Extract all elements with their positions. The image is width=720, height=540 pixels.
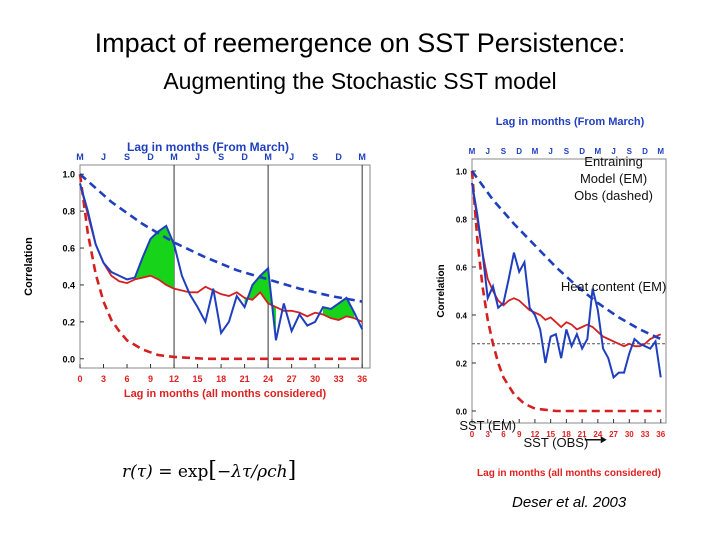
top-month-label: D (147, 152, 154, 162)
plot-frame (79, 164, 371, 369)
model-solid-line (79, 183, 363, 323)
x-tick-label: 6 (501, 430, 506, 439)
bottom-axis-title: Lag in months (all months considered) (124, 388, 327, 400)
y-tick-label: 0.4 (62, 280, 75, 290)
formula-lhs: r(τ) (122, 462, 153, 482)
y-tick-label: 0.4 (456, 312, 468, 321)
x-tick-label: 27 (287, 374, 297, 384)
left-correlation-chart: 0.0 0.2 0.4 0.6 0.8 1.0 Correlation M J S D M J S D M J S… (23, 140, 371, 400)
x-tick-label: 0 (77, 374, 82, 384)
reemergence-fill (134, 225, 175, 289)
formula: r(τ) = exp[−λτ/ρch] (122, 458, 297, 483)
top-month-label: S (218, 152, 224, 162)
top-month-label: D (241, 152, 248, 162)
y-tick-label: 0.0 (62, 354, 75, 364)
model-solid-line (471, 182, 662, 348)
x-tick-label: 9 (517, 430, 522, 439)
top-month-label: D (335, 152, 342, 162)
chart-annotation: Model (EM) (580, 171, 647, 186)
top-month-label: S (627, 147, 633, 156)
x-tick-label: 30 (625, 430, 634, 439)
y-tick-label: 1.0 (62, 170, 75, 180)
x-tick-label: 15 (193, 374, 203, 384)
top-month-label: M (469, 147, 476, 156)
x-tick-label: 3 (101, 374, 106, 384)
formula-eq: = exp (158, 462, 209, 482)
x-tick-label: 27 (609, 430, 618, 439)
obs-dashed-line (79, 173, 363, 303)
top-month-label: S (564, 147, 570, 156)
x-tick-label: 24 (593, 430, 602, 439)
chart-annotation: SST (EM) (459, 418, 516, 433)
y-tick-label: 0.2 (456, 360, 468, 369)
y-tick-label: 0.2 (62, 317, 75, 327)
chart-annotation: Heat content (EM) (561, 279, 667, 294)
top-month-label: M (264, 152, 272, 162)
y-tick-label: 0.6 (62, 244, 75, 254)
x-tick-label: 6 (125, 374, 130, 384)
bottom-axis-title: Lag in months (all months considered) (477, 468, 661, 479)
slide-title: Impact of reemergence on SST Persistence… (94, 28, 626, 58)
top-month-label: D (642, 147, 648, 156)
y-axis-label: Correlation (23, 237, 35, 296)
credit-citation: Deser et al. 2003 (512, 494, 627, 511)
top-month-label: J (101, 152, 106, 162)
x-tick-label: 33 (334, 374, 344, 384)
obs-solid-line (79, 183, 364, 341)
slide-subtitle: Augmenting the Stochastic SST model (163, 68, 557, 94)
y-axis-label: Correlation (436, 264, 447, 317)
x-tick-label: 18 (216, 374, 226, 384)
y-tick-label: 0.8 (62, 207, 75, 217)
x-tick-label: 36 (357, 374, 367, 384)
x-tick-label: 18 (562, 430, 571, 439)
x-tick-label: 9 (148, 374, 153, 384)
y-tick-label: 0.0 (456, 408, 468, 417)
model-dashed-line (78, 174, 363, 361)
chart-annotation: Entraining (584, 154, 643, 169)
top-month-label: M (170, 152, 178, 162)
x-tick-label: 33 (641, 430, 650, 439)
top-axis-title: Lag in months (From March) (496, 116, 645, 128)
x-tick-label: 3 (486, 430, 491, 439)
top-month-label: S (124, 152, 130, 162)
x-tick-label: 24 (263, 374, 273, 384)
top-month-label: M (76, 152, 84, 162)
plot-frame (471, 158, 667, 424)
top-month-label: J (548, 147, 552, 156)
chart-annotation: Obs (dashed) (574, 188, 653, 203)
y-tick-label: 1.0 (456, 168, 468, 177)
top-month-label: M (358, 152, 366, 162)
arrow-head-icon (600, 436, 607, 444)
top-month-label: M (532, 147, 539, 156)
x-tick-label: 0 (470, 430, 475, 439)
x-tick-label: 36 (656, 430, 665, 439)
y-tick-label: 0.6 (456, 264, 468, 273)
top-month-label: J (289, 152, 294, 162)
top-month-label: J (611, 147, 615, 156)
y-tick-label: 0.8 (456, 216, 468, 225)
top-month-label: J (486, 147, 490, 156)
x-tick-label: 30 (310, 374, 320, 384)
formula-arg: −λτ/ρch (216, 462, 288, 482)
top-month-label: D (516, 147, 522, 156)
top-month-label: M (657, 147, 664, 156)
x-tick-label: 21 (240, 374, 250, 384)
top-month-label: J (195, 152, 200, 162)
x-tick-label: 21 (578, 430, 587, 439)
top-month-label: M (595, 147, 602, 156)
reemergence-fill (322, 297, 355, 321)
chart-annotation: SST (OBS) (524, 435, 589, 450)
top-month-label: S (501, 147, 507, 156)
top-month-label: D (579, 147, 585, 156)
x-tick-label: 15 (546, 430, 555, 439)
x-tick-label: 12 (169, 374, 179, 384)
top-axis-title: Lag in months (From March) (127, 140, 289, 154)
obs-solid-line (471, 182, 662, 380)
x-tick-label: 12 (530, 430, 539, 439)
top-month-label: S (312, 152, 318, 162)
